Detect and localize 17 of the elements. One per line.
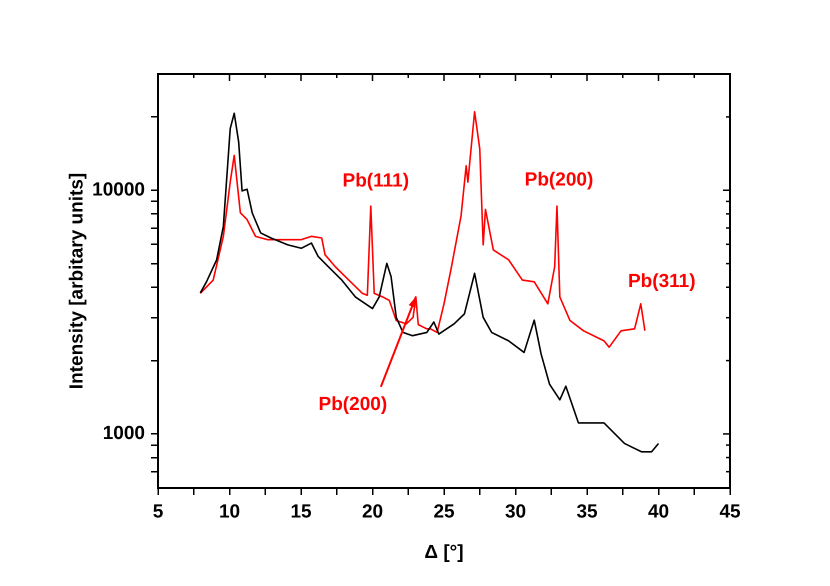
x-tick-label: 15 [290, 502, 312, 523]
x-tick-label: 40 [648, 502, 670, 523]
x-tick-label: 25 [433, 502, 455, 523]
annotation: Pb(311) [628, 271, 696, 292]
x-tick-label: 10 [218, 502, 240, 523]
x-axis-title: Δ [°] [424, 542, 464, 563]
y-tick-label: 1000 [102, 423, 145, 444]
annotation: Pb(200) [524, 169, 594, 190]
y-tick-label: 10000 [92, 180, 145, 200]
y-axis-title: Intensity [arbitary units] [66, 172, 88, 390]
x-tick-label: 30 [504, 502, 526, 523]
x-tick-label: 20 [362, 502, 384, 523]
x-tick-label: 45 [719, 502, 741, 523]
x-tick-label: 5 [152, 502, 164, 523]
annotation: Pb(200) [318, 394, 388, 416]
annotation: Pb(111) [342, 170, 410, 192]
x-tick-label: 35 [576, 502, 598, 523]
